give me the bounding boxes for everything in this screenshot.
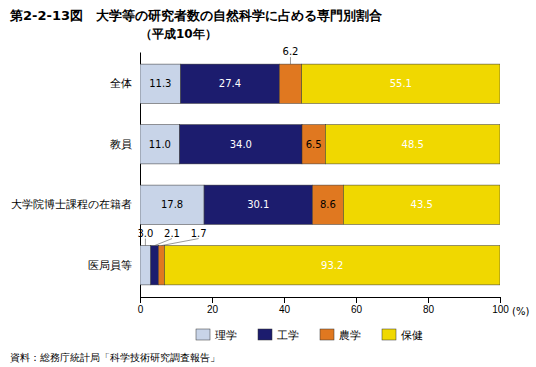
- bar: [164, 246, 500, 285]
- title: 第2-2-13図 大学等の研究者数の自然科学に占める専門別割合: [9, 8, 382, 23]
- legend-swatch: [382, 329, 396, 340]
- bar: [158, 246, 164, 285]
- chart: 第2-2-13図 大学等の研究者数の自然科学に占める専門別割合 （平成10年） 0 2…: [0, 0, 536, 367]
- legend-label: 工学: [277, 329, 299, 342]
- legend-swatch: [196, 329, 210, 340]
- bar: [312, 185, 343, 224]
- y-tick: 医局員等: [88, 259, 140, 271]
- y-tick-label: 医局員等: [88, 259, 132, 271]
- bar: [302, 64, 500, 103]
- y-axis: 全体教員大学院博士課程の在籍者医局員等: [11, 53, 141, 298]
- x-tick-mark: [284, 297, 285, 303]
- data-label: 30.1: [247, 199, 269, 210]
- annotation: 資料：総務庁統計局「科学技術研究調査報告」: [10, 352, 220, 363]
- data-label: 3.0: [137, 228, 153, 239]
- legend-item: 保健: [382, 329, 423, 342]
- bar: [140, 64, 181, 103]
- data-label: 27.4: [219, 78, 241, 89]
- legend-label: 理学: [215, 329, 237, 342]
- bar: [343, 185, 500, 224]
- bar: [325, 125, 500, 164]
- data-label: 11.0: [149, 139, 171, 150]
- legend-swatch: [320, 329, 334, 340]
- label-leader: [290, 57, 291, 64]
- data-label: 55.1: [390, 78, 412, 89]
- x-tick-label: 20: [207, 304, 219, 315]
- x-tick-label: 100: [492, 304, 509, 315]
- x-tick-mark: [500, 297, 501, 303]
- bar: [279, 64, 301, 103]
- x-tick: 60: [351, 297, 363, 315]
- data-labels: 11.3 27.4 6.2 55.1 11.0 34.0 6.5 48.5 17.8 30.1 8.…: [137, 46, 432, 271]
- legend-item: 理学: [196, 329, 237, 342]
- x-tick-label: 0: [138, 304, 144, 315]
- bars: [140, 64, 500, 285]
- y-tick-label: 全体: [110, 77, 132, 89]
- x-tick-mark: [140, 297, 141, 303]
- x-tick: 20: [207, 297, 219, 315]
- x-tick: 100: [492, 297, 509, 315]
- x-axis-line: [141, 298, 501, 304]
- series: [164, 64, 500, 285]
- x-tick-mark: [356, 297, 357, 303]
- bar: [140, 185, 204, 224]
- x-tick-label: 40: [279, 304, 291, 315]
- subtitle: （平成10年）: [140, 27, 217, 41]
- x-tick-mark: [428, 297, 429, 303]
- data-label: 48.5: [402, 139, 424, 150]
- data-label: 93.2: [321, 260, 343, 271]
- data-label: 2.1: [164, 228, 180, 239]
- x-axis: 0 20 40 60 80 100: [138, 297, 510, 315]
- x-axis-label: (%): [512, 306, 529, 317]
- x-tick-label: 80: [423, 304, 435, 315]
- y-tick-label: 教員: [110, 138, 132, 150]
- bar: [181, 64, 280, 103]
- data-label: 6.2: [283, 46, 299, 57]
- y-tick: 全体: [110, 77, 140, 89]
- legend-label: 保健: [401, 329, 423, 342]
- x-tick: 0: [138, 297, 144, 315]
- label-leader: [145, 239, 146, 246]
- label-leader: [161, 239, 198, 246]
- label-leader: [155, 239, 172, 246]
- x-tick-mark: [212, 297, 213, 303]
- bar: [140, 246, 151, 285]
- data-label: 6.5: [306, 139, 322, 150]
- bar: [302, 125, 325, 164]
- legend-swatch: [258, 329, 272, 340]
- legend-label: 農学: [339, 329, 361, 342]
- data-label: 34.0: [230, 139, 252, 150]
- y-tick: 大学院博士課程の在籍者: [11, 198, 140, 210]
- data-label: 43.5: [411, 199, 433, 210]
- y-tick: 教員: [110, 138, 140, 150]
- data-label: 11.3: [149, 78, 171, 89]
- legend-item: 農学: [320, 329, 361, 342]
- bar: [180, 125, 302, 164]
- bar: [204, 185, 312, 224]
- bar: [151, 246, 159, 285]
- y-tick-label: 大学院博士課程の在籍者: [11, 198, 132, 210]
- legend: 理学 工学 農学 保健: [196, 329, 423, 342]
- legend-item: 工学: [258, 329, 299, 342]
- x-tick: 80: [423, 297, 435, 315]
- data-label: 17.8: [161, 199, 183, 210]
- x-tick-label: 60: [351, 304, 363, 315]
- plot: 0 20 40 60 80 100(%) 全体教員大学院博士課程の在籍者医局員等 11.3 27…: [11, 46, 529, 317]
- x-tick: 40: [279, 297, 291, 315]
- data-label: 1.7: [191, 228, 207, 239]
- data-label: 8.6: [320, 199, 336, 210]
- bar: [140, 125, 180, 164]
